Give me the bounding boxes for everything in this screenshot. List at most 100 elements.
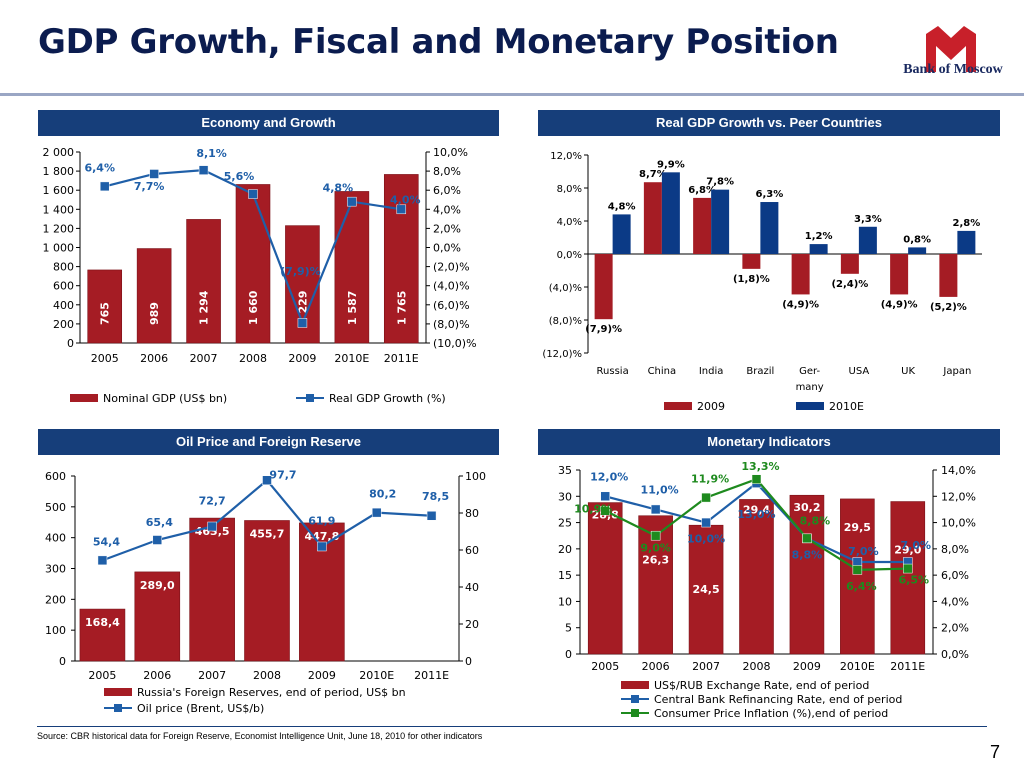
economy-y2tick-label: (8,0)%: [433, 318, 470, 331]
monetary-line-0-label: 11,0%: [641, 483, 679, 496]
peers-2009-legend-label: 2009: [697, 400, 725, 413]
peers-category-label: UK: [901, 366, 915, 377]
monetary-line-0-label: 12,0%: [590, 470, 628, 483]
economy-ytick-label: 800: [53, 261, 74, 274]
peers-bar-2010E: [908, 247, 927, 254]
peers-ytick-label: 0,0%: [557, 250, 582, 261]
oil-line-0-marker: [426, 511, 437, 521]
economy-bar: [235, 184, 271, 344]
economy-ytick-label: 1 800: [43, 165, 75, 178]
peers-bar-label-2010E: 6,3%: [756, 189, 784, 200]
monetary-line-0-label: 10,0%: [687, 533, 725, 546]
oil-bar: [189, 517, 235, 662]
monetary-bar-value: 29,4: [743, 503, 770, 516]
economy-y2tick-label: (6,0)%: [433, 299, 470, 312]
oil-category-label: 2006: [143, 669, 171, 682]
economy-y2tick-label: 6,0%: [433, 184, 461, 197]
monetary-cpi-legend-marker: [631, 709, 639, 717]
economy-category-label: 2006: [140, 352, 168, 365]
oil-category-label: 2009: [308, 669, 336, 682]
peers-category-label: Russia: [597, 366, 629, 377]
monetary-line-1-label: 6,5%: [899, 574, 930, 587]
peers-bar-2009: [594, 254, 613, 320]
economy-ytick-label: 200: [53, 318, 74, 331]
economy-ytick-label: 1 400: [43, 203, 75, 216]
oil-reserves-legend-label: Russia's Foreign Reserves, end of period…: [137, 686, 406, 699]
monetary-line-1-marker: [701, 492, 711, 503]
panel-header-monetary: Monetary Indicators: [538, 429, 1000, 455]
economy-line-0-marker: [99, 181, 110, 192]
bank-logo-icon: [926, 26, 976, 72]
monetary-category-label: 2010E: [840, 660, 875, 673]
peers-category-label: Ger-: [799, 366, 820, 377]
oil-category-label: 2008: [253, 669, 281, 682]
economy-bar-value: 989: [148, 302, 161, 325]
monetary-y2tick-label: 4,0%: [941, 595, 969, 608]
economy-ytick-label: 1 000: [43, 242, 75, 255]
oil-line-0-label: 72,7: [199, 495, 226, 508]
monetary-ytick-label: 10: [558, 595, 572, 608]
monetary-line-0-marker: [701, 517, 711, 528]
monetary-line-1-label: 13,3%: [741, 460, 779, 473]
panel-header-peers: Real GDP Growth vs. Peer Countries: [538, 110, 1000, 136]
peers-bar-2009: [840, 254, 859, 274]
economy-ytick-label: 1 200: [43, 222, 75, 235]
monetary-y2tick-label: 2,0%: [941, 622, 969, 635]
peers-ytick-label: 8,0%: [557, 184, 582, 195]
peers-bar-2010E: [661, 172, 680, 254]
monetary-line-1-label: 8,8%: [800, 514, 831, 527]
monetary-line-0-marker: [650, 504, 661, 515]
economy-category-label: 2005: [91, 352, 119, 365]
monetary-category-label: 2011E: [890, 660, 925, 673]
peers-bar-label-2010E: 0,8%: [903, 234, 931, 245]
monetary-exchange-rate-legend-swatch: [621, 681, 649, 689]
economy-ytick-label: 2 000: [43, 146, 75, 159]
peers-bar-label-2010E: 9,9%: [657, 159, 685, 170]
oil-bar: [79, 608, 126, 662]
economy-y2tick-label: (4,0)%: [433, 280, 470, 293]
oil-line-0-label: 80,2: [369, 488, 396, 501]
monetary-bar: [840, 498, 875, 655]
monetary-category-label: 2005: [591, 660, 619, 673]
monetary-line-0-marker: [600, 491, 610, 502]
monetary-line-1-marker: [802, 533, 812, 544]
oil-ytick-label: 200: [45, 593, 66, 606]
peers-category-label: China: [648, 366, 677, 377]
peers-bar-label-2009: (4,9)%: [782, 299, 819, 310]
economy-line-0-label: 7,7%: [134, 180, 165, 193]
oil-line-0-label: 97,7: [269, 468, 296, 481]
economy-category-label: 2007: [190, 352, 218, 365]
oil-ytick-label: 600: [45, 470, 66, 483]
page-title: GDP Growth, Fiscal and Monetary Position: [38, 22, 839, 62]
economy-y2tick-label: 0,0%: [433, 242, 461, 255]
economy-bar-value: 765: [99, 302, 112, 325]
economy-category-label: 2009: [288, 352, 316, 365]
economy-real-growth-legend-label: Real GDP Growth (%): [329, 392, 446, 405]
oil-line-0-label: 61,9: [308, 514, 335, 527]
oil-y2tick-label: 40: [465, 581, 479, 594]
economy-line-0-marker: [347, 196, 357, 207]
economy-category-label: 2011E: [384, 352, 419, 365]
oil-line-0-marker: [317, 541, 327, 552]
oil-line-0-marker: [152, 535, 163, 545]
peers-bar-2009: [643, 182, 662, 254]
economy-y2tick-label: (10,0)%: [433, 337, 477, 350]
economy-line-0-marker: [297, 318, 308, 328]
monetary-ytick-label: 20: [558, 543, 572, 556]
monetary-line-0-label: 7,0%: [848, 545, 879, 558]
economy-bar-value: 1 765: [395, 291, 408, 325]
oil-ytick-label: 400: [45, 532, 66, 545]
oil-line-0-label: 65,4: [146, 516, 173, 529]
economy-category-label: 2008: [239, 352, 267, 365]
peers-bar-2009: [791, 254, 810, 295]
monetary-line-1-label: 9,0%: [640, 542, 671, 555]
oil-line-0-marker: [207, 521, 217, 532]
oil-line-0-marker: [371, 507, 382, 518]
monetary-line-1-marker: [903, 563, 913, 574]
peers-bar-2009: [693, 197, 712, 254]
economy-line-0-label: 5,6%: [224, 170, 255, 183]
monetary-y2tick-label: 10,0%: [941, 517, 976, 530]
monetary-bar-value: 30,2: [793, 501, 820, 514]
peers-bar-label-2009: 8,7%: [639, 169, 667, 180]
monetary-ytick-label: 25: [558, 517, 572, 530]
